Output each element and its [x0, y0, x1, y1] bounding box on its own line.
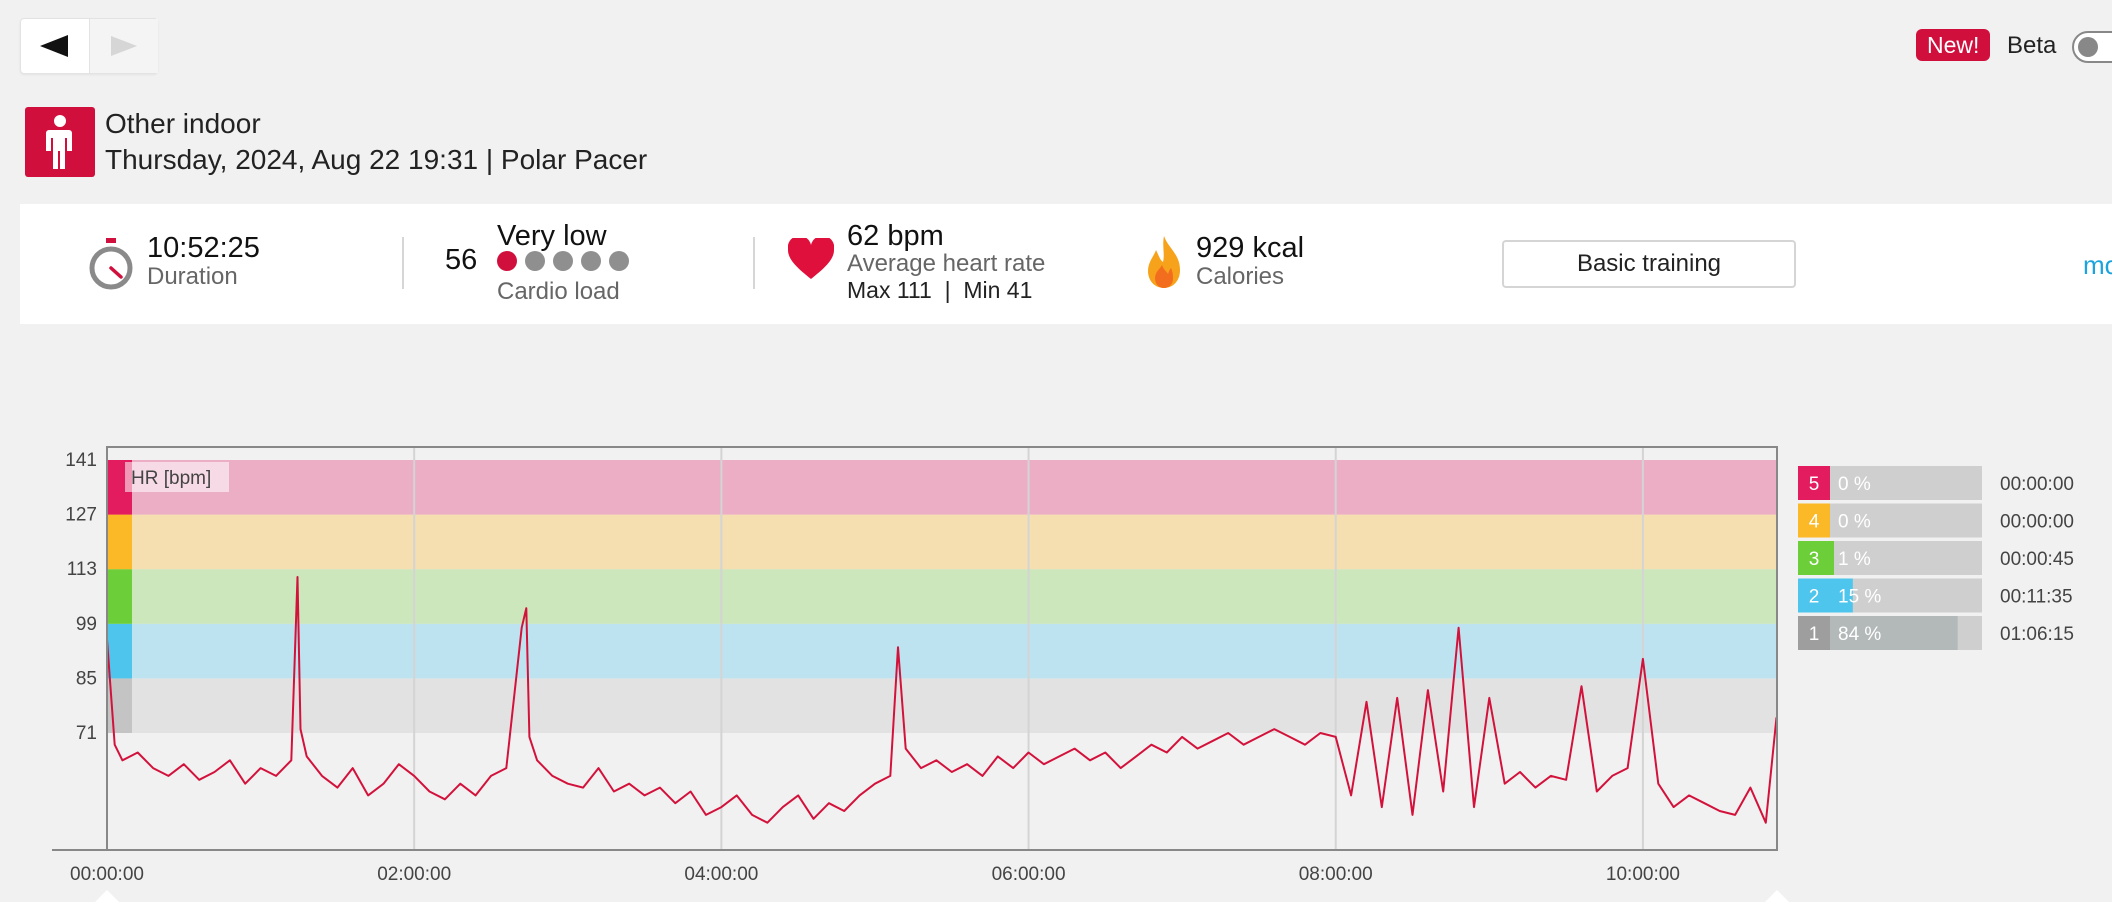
stopwatch-icon: [89, 238, 133, 290]
x-tick-label: 06:00:00: [992, 864, 1066, 885]
zone-number-box: [1798, 503, 1830, 538]
beta-label: Beta: [2007, 32, 2057, 59]
zone-time: 00:00:00: [2000, 474, 2074, 495]
person-standing-icon: [46, 115, 72, 169]
x-tick-label: 08:00:00: [1299, 864, 1373, 885]
x-tick-label: 00:00:00: [70, 864, 144, 885]
zone-strip-4: [108, 514, 132, 570]
zone-band-3: [107, 569, 1777, 624]
hr-series-line: [106, 576, 1778, 824]
x-tick-label: 04:00:00: [684, 864, 758, 885]
forward-button[interactable]: [89, 19, 158, 73]
range-handle-right[interactable]: [1765, 890, 1789, 902]
zone-bar-fill: [1830, 578, 1853, 613]
zone-strip: [108, 460, 132, 733]
zone-bar-track: [1830, 541, 1982, 575]
series-label: HR [bpm]: [131, 468, 211, 489]
y-tick-label: 127: [65, 505, 97, 526]
session-info: Thursday, 2024, Aug 22 19:31 | Polar Pac…: [105, 144, 648, 175]
zone-strip-3: [108, 569, 132, 624]
zone-number: 4: [1809, 512, 1820, 533]
cardio-load-number: 56: [445, 244, 478, 276]
right-triangle-icon: [111, 36, 137, 56]
zone-percent: 84 %: [1838, 624, 1881, 645]
zone-time: 01:06:15: [2000, 624, 2074, 645]
x-axis-ticks: 00:00:00 02:00:00 04:00:00 06:00:00 08:00:00…: [70, 864, 1680, 885]
zone-number-box: [1798, 578, 1830, 613]
zone-time: 00:11:35: [2000, 587, 2073, 608]
zone-bar-fill: [1830, 541, 1834, 575]
zone-percent: 0 %: [1838, 474, 1871, 495]
zone-table: 5 0 % 00:00:00 4 0 % 00:00:00 3 1 % 00:00:45 2 15 …: [1798, 466, 2074, 650]
x-tick-label: 02:00:00: [377, 864, 451, 885]
back-button[interactable]: [21, 19, 87, 73]
zone-number-box: [1798, 616, 1830, 650]
cardio-load-label: Cardio load: [497, 278, 620, 305]
y-tick-label: 99: [76, 614, 97, 635]
new-badge: New!: [1916, 29, 1991, 61]
zone-number: 2: [1809, 587, 1820, 608]
y-axis-ticks: 141 127 113 99 85 71: [65, 450, 97, 744]
heart-icon: [788, 238, 834, 279]
zone-band-4: [107, 514, 1777, 570]
load-dot: [525, 251, 545, 271]
zone-time: 00:00:00: [2000, 512, 2074, 533]
y-tick-label: 113: [67, 559, 97, 580]
load-dot: [581, 251, 601, 271]
calories-value: 929 kcal: [1196, 232, 1305, 264]
beta-toggle[interactable]: [2072, 31, 2112, 63]
sport-name: Other indoor: [105, 108, 261, 139]
zone-time: 00:00:45: [2000, 549, 2074, 570]
zone-bands: [107, 460, 1777, 733]
divider: [753, 237, 755, 289]
y-tick-label: 85: [76, 668, 97, 689]
more-link[interactable]: mo: [2083, 250, 2112, 280]
zone-number: 3: [1809, 549, 1820, 570]
toggle-knob: [2078, 37, 2098, 57]
zone-strip-2: [108, 623, 132, 679]
calories-label: Calories: [1196, 263, 1285, 290]
x-tick-label: 10:00:00: [1606, 864, 1680, 885]
zone-number-box: [1798, 466, 1830, 500]
zone-bar-track: [1830, 503, 1982, 538]
left-triangle-icon: [40, 35, 68, 57]
zone-percent: 0 %: [1838, 512, 1871, 533]
y-tick-label: 141: [65, 450, 97, 471]
load-dot-filled: [497, 251, 517, 271]
max-min-hr: Max 111 | Min 41: [847, 277, 1033, 303]
zone-band-2: [107, 623, 1777, 679]
summary-card: 10:52:25 Duration 56 Very low Cardio loa…: [20, 204, 2112, 324]
zone-bar-fill: [1830, 616, 1958, 650]
y-tick-label: 71: [76, 723, 97, 744]
duration-label: Duration: [147, 263, 238, 290]
avg-hr-value: 62 bpm: [847, 220, 944, 252]
zone-band-5: [107, 460, 1777, 515]
zone-bar-track: [1830, 466, 1982, 500]
load-dot: [553, 251, 573, 271]
avg-hr-label: Average heart rate: [847, 250, 1046, 277]
flame-icon: [1148, 236, 1180, 288]
series-label-bg: [125, 462, 229, 492]
zone-percent: 15 %: [1838, 587, 1881, 608]
basic-training-button[interactable]: Basic training: [1502, 240, 1796, 288]
cardio-load-dots: [497, 251, 637, 273]
range-handle-left[interactable]: [95, 890, 119, 902]
duration-value: 10:52:25: [147, 232, 260, 264]
zone-number-box: [1798, 541, 1830, 575]
zone-number: 1: [1809, 624, 1820, 645]
zone-band-1: [107, 678, 1777, 733]
load-dot: [609, 251, 629, 271]
sport-icon: [25, 107, 95, 177]
cardio-load-level: Very low: [497, 220, 607, 252]
hr-chart: 141 127 113 99 85 71 00:00:00 02:00:00 04:00:00…: [52, 446, 2074, 902]
zone-percent: 1 %: [1838, 549, 1871, 570]
zone-number: 5: [1809, 474, 1820, 495]
history-navigation: [20, 18, 158, 74]
divider: [402, 237, 404, 289]
chart-grid: [413, 447, 1644, 850]
zone-bar-track: [1830, 578, 1982, 613]
